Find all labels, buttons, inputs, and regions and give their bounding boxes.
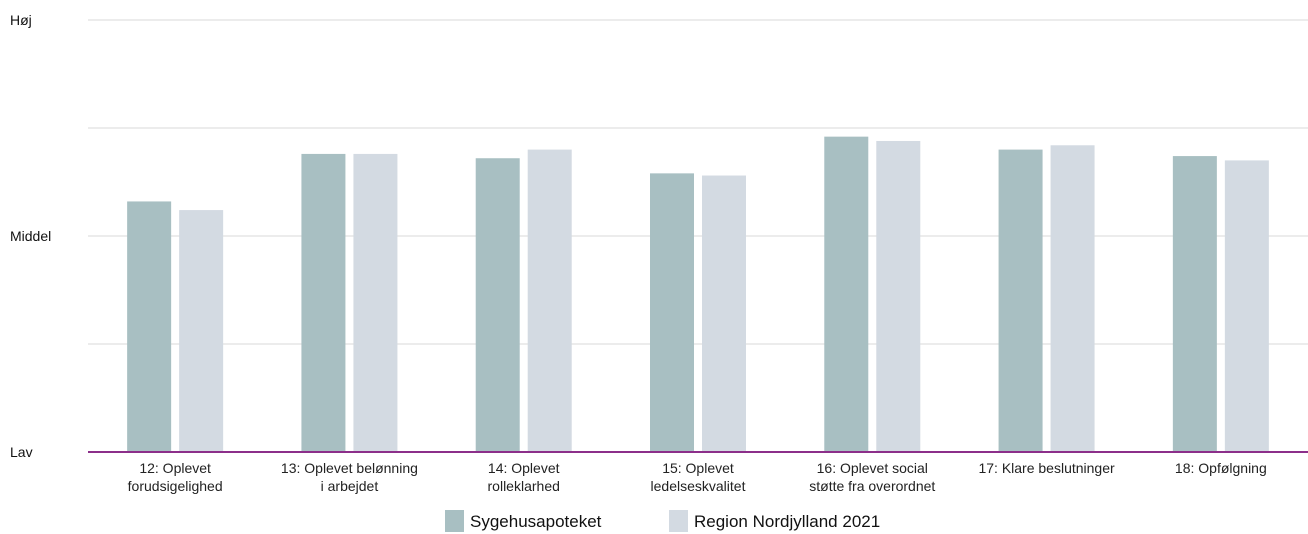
legend: Sygehusapoteket Region Nordjylland 2021 — [445, 510, 880, 532]
legend-swatch-1 — [445, 510, 464, 532]
bar-region-nordjylland-2 — [353, 153, 398, 453]
y-tick-label: Lav — [10, 444, 33, 460]
bar-region-nordjylland-6 — [1050, 145, 1095, 452]
bars — [127, 136, 1269, 453]
x-tick-label: 16: Oplevet social støtte fra overordnet — [809, 460, 935, 494]
bar-sygehusapoteket-4 — [650, 173, 694, 453]
x-tick-label: 13: Oplevet belønning i arbejdet — [281, 460, 418, 494]
legend-label-2: Region Nordjylland 2021 — [694, 512, 880, 531]
bar-region-nordjylland-5 — [876, 140, 921, 452]
bar-sygehusapoteket-5 — [824, 136, 869, 452]
x-tick-label: 12: Oplevet forudsigelighed — [128, 460, 223, 494]
legend-swatch-2 — [669, 510, 688, 532]
bar-region-nordjylland-7 — [1224, 160, 1269, 452]
bar-sygehusapoteket-1 — [127, 201, 172, 452]
x-axis-labels: 12: Oplevet forudsigelighed 13: Oplevet be… — [128, 460, 1267, 494]
bar-region-nordjylland-1 — [179, 210, 224, 452]
bar-region-nordjylland-3 — [527, 149, 572, 452]
x-tick-label: 15: Oplevet ledelseskvalitet — [651, 460, 746, 494]
x-tick-label: 14: Oplevet rolleklarhed — [488, 460, 560, 494]
x-tick-label: 17: Klare beslutninger — [978, 460, 1115, 476]
gridlines — [88, 19, 1308, 345]
legend-label-1: Sygehusapoteket — [470, 512, 602, 531]
bar-region-nordjylland-4 — [702, 175, 746, 452]
bar-sygehusapoteket-3 — [475, 158, 520, 453]
x-tick-label: 18: Opfølgning — [1175, 460, 1267, 476]
bar-sygehusapoteket-6 — [998, 149, 1043, 452]
bar-sygehusapoteket-2 — [301, 153, 346, 453]
bar-sygehusapoteket-7 — [1172, 156, 1217, 452]
y-tick-label: Middel — [10, 228, 51, 244]
y-axis-labels: Lav Middel Høj — [10, 12, 51, 460]
y-tick-label: Høj — [10, 12, 32, 28]
